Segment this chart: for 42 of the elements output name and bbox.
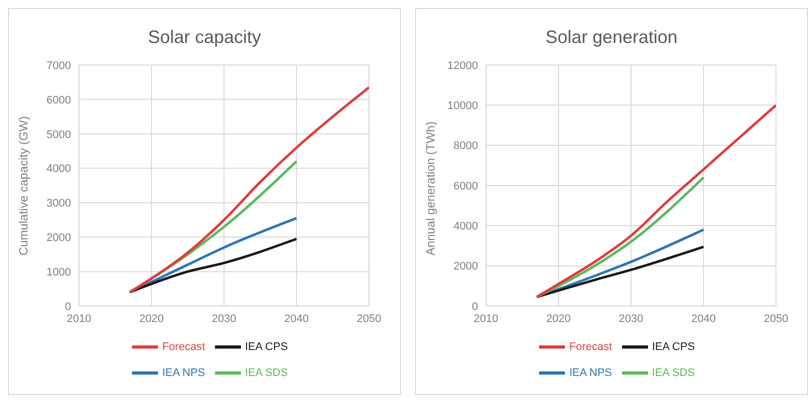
x-tick-label: 2030	[212, 312, 236, 325]
line-series	[128, 86, 369, 294]
y-axis-title: Cumulative capacity (GW)	[16, 116, 30, 256]
x-tick-label: 2040	[284, 312, 309, 325]
legend-label: IEA SDS	[245, 366, 288, 379]
line-series	[536, 176, 705, 298]
x-tick-label: 2050	[764, 312, 788, 325]
x-tick-label: 2040	[691, 312, 716, 325]
y-tick-label: 0	[64, 300, 71, 313]
legend-label: Forecast	[162, 340, 205, 353]
legend-label: IEA SDS	[652, 366, 695, 379]
x-tick-label: 2020	[546, 312, 571, 325]
x-tick-label: 2020	[139, 312, 164, 325]
y-tick-label: 3000	[46, 198, 71, 210]
y-tick-label: 8000	[454, 140, 478, 152]
legend-label: IEA CPS	[652, 340, 695, 353]
line-series	[536, 104, 776, 298]
y-tick-label: 2000	[454, 260, 478, 273]
y-tick-label: 4000	[46, 163, 71, 176]
legend-label: IEA CPS	[245, 340, 288, 353]
x-tick-label: 2030	[618, 312, 644, 325]
y-tick-label: 6000	[46, 94, 71, 106]
y-tick-label: 6000	[454, 180, 478, 192]
chart-title: Solar capacity	[146, 26, 262, 49]
line-series	[128, 238, 298, 294]
legend-label: IEA NPS	[162, 366, 205, 379]
x-tick-label: 2010	[66, 312, 92, 325]
y-tick-label: 7000	[46, 60, 71, 72]
y-tick-label: 4000	[454, 220, 478, 233]
y-tick-label: 5000	[46, 128, 71, 141]
y-axis-title: Annual generation (TWh)	[423, 121, 438, 256]
y-tick-label: 12000	[447, 60, 478, 72]
chart-title: Solar generation	[544, 26, 679, 49]
y-tick-label: 2000	[46, 232, 71, 244]
y-tick-label: 1000	[46, 266, 71, 278]
y-tick-label: 10000	[447, 100, 478, 112]
line-series	[536, 246, 705, 298]
legend-label: IEA NPS	[569, 366, 612, 379]
legend-label: Forecast	[569, 340, 612, 353]
x-tick-label: 2010	[474, 312, 498, 325]
y-tick-label: 0	[472, 300, 478, 313]
x-tick-label: 2050	[356, 312, 382, 325]
